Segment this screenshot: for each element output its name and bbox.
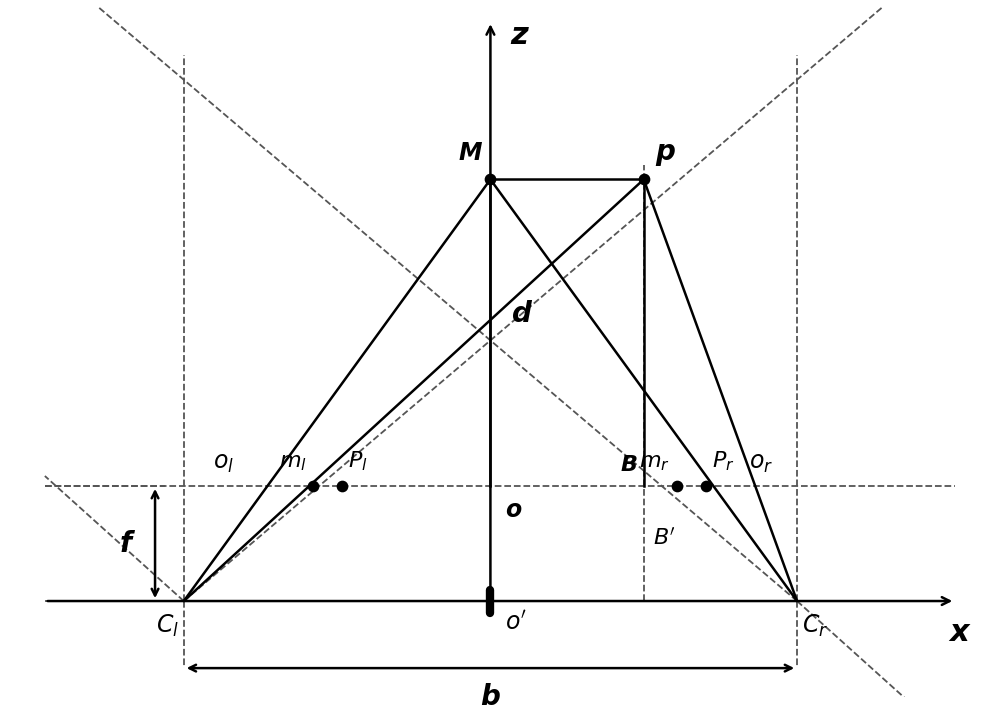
Text: $\boldsymbol{B'}$: $\boldsymbol{B'}$ [653,528,676,549]
Text: $\boldsymbol{m_l}$: $\boldsymbol{m_l}$ [279,453,307,473]
Text: $\boldsymbol{d}$: $\boldsymbol{d}$ [511,299,534,327]
Text: $\boldsymbol{b}$: $\boldsymbol{b}$ [480,684,501,712]
Text: $\boldsymbol{P_l}$: $\boldsymbol{P_l}$ [348,449,367,473]
Text: $\boldsymbol{C_l}$: $\boldsymbol{C_l}$ [156,613,179,639]
Point [669,480,685,492]
Point [305,480,321,492]
Text: $\boldsymbol{o}$: $\boldsymbol{o}$ [505,497,522,521]
Point [636,174,652,185]
Text: $\boldsymbol{M}$: $\boldsymbol{M}$ [458,141,483,165]
Point [482,174,498,185]
Point [698,480,714,492]
Text: $\boldsymbol{o_l}$: $\boldsymbol{o_l}$ [213,451,234,474]
Text: $\boldsymbol{m_r}$: $\boldsymbol{m_r}$ [639,453,670,473]
Text: $\boldsymbol{C_r}$: $\boldsymbol{C_r}$ [802,613,828,639]
Text: $\boldsymbol{B}$: $\boldsymbol{B}$ [620,454,638,474]
Text: $\boldsymbol{P_r}$: $\boldsymbol{P_r}$ [712,449,734,473]
Text: $\boldsymbol{o_r}$: $\boldsymbol{o_r}$ [749,451,773,474]
Text: $\boldsymbol{p}$: $\boldsymbol{p}$ [655,140,676,168]
Text: $\boldsymbol{o'}$: $\boldsymbol{o'}$ [505,611,527,634]
Point [334,480,350,492]
Text: $\boldsymbol{z}$: $\boldsymbol{z}$ [510,22,530,50]
Text: $\boldsymbol{x}$: $\boldsymbol{x}$ [948,619,972,647]
Text: $\boldsymbol{f}$: $\boldsymbol{f}$ [119,529,136,557]
